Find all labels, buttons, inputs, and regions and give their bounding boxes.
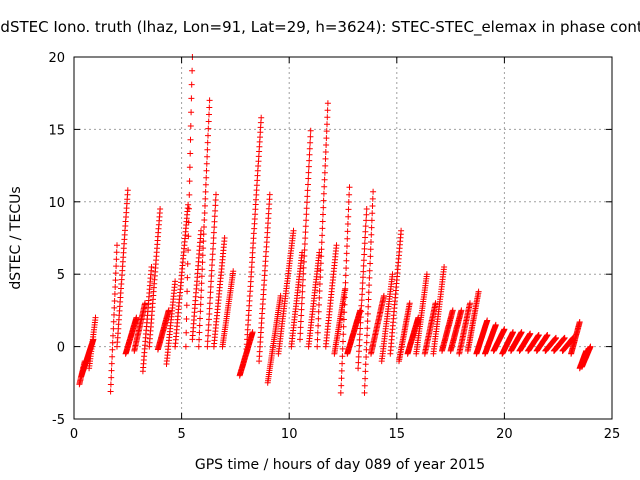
y-tick-label: -5 <box>52 413 65 428</box>
grid-lines <box>74 57 612 419</box>
x-tick-label: 5 <box>177 427 185 442</box>
x-axis-label: GPS time / hours of day 089 of year 2015 <box>195 457 485 473</box>
x-tick-label: 10 <box>281 427 298 442</box>
y-tick-label: 5 <box>57 268 65 283</box>
chart-title: dSTEC Iono. truth (lhaz, Lon=91, Lat=29,… <box>0 18 640 37</box>
x-tick-label: 25 <box>604 427 621 442</box>
y-axis-label: dSTEC / TECUs <box>8 186 24 289</box>
plot-frame <box>73 56 613 420</box>
x-tick-label: 20 <box>496 427 513 442</box>
y-tick-label: 10 <box>48 196 65 211</box>
x-tick-label: 0 <box>70 427 78 442</box>
x-tick-label: 15 <box>389 427 406 442</box>
dstec-series-points <box>76 54 594 396</box>
y-tick-label: 20 <box>48 51 65 66</box>
axis-ticks: 0 5 10 15 20 25 -5 0 5 10 15 20 <box>48 51 620 442</box>
y-tick-label: 15 <box>48 123 65 138</box>
data-points <box>76 54 594 396</box>
y-tick-label: 0 <box>57 341 65 356</box>
